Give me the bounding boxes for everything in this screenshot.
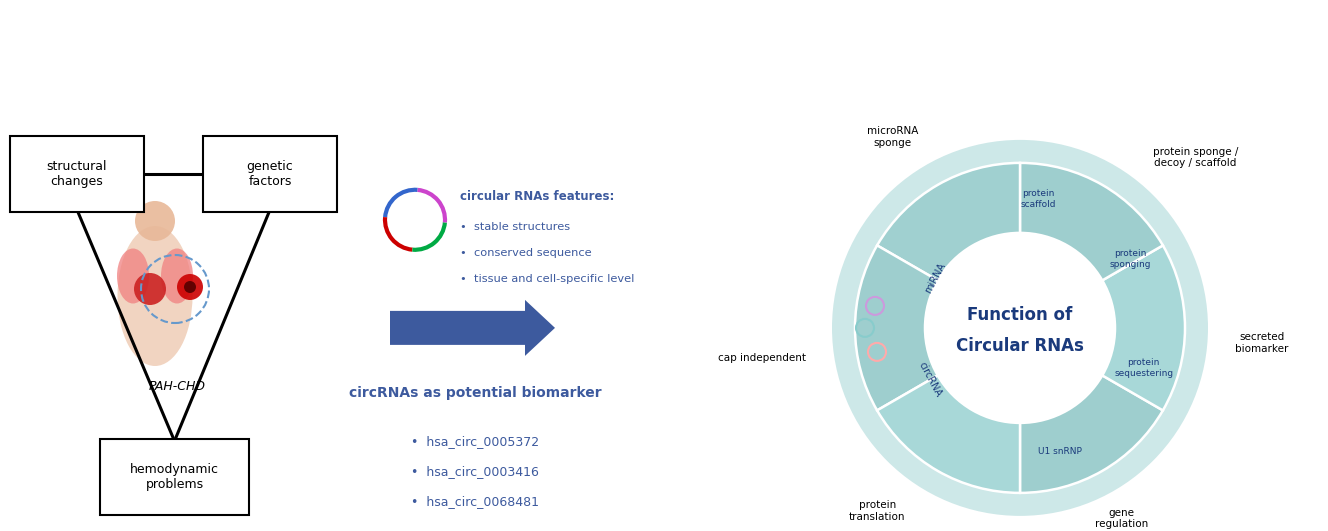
Ellipse shape [117, 249, 149, 304]
Ellipse shape [117, 226, 193, 366]
Text: genetic
factors: genetic factors [247, 160, 293, 188]
Text: •  hsa_circ_0005372: • hsa_circ_0005372 [410, 435, 539, 448]
Text: •  tissue and cell-specific level: • tissue and cell-specific level [459, 274, 635, 284]
Text: protein
sequestering: protein sequestering [1114, 358, 1173, 378]
Text: related to congenital heart disease: related to congenital heart disease [402, 84, 926, 110]
Circle shape [135, 201, 175, 241]
Text: PAH-CHD: PAH-CHD [149, 380, 206, 392]
Text: •  hsa_circ_0068481: • hsa_circ_0068481 [410, 495, 539, 508]
Wedge shape [855, 245, 938, 410]
Text: U1 snRNP: U1 snRNP [1038, 447, 1082, 456]
Text: protein
sponging: protein sponging [1109, 249, 1151, 269]
Wedge shape [876, 375, 1020, 493]
Text: miRNA: miRNA [923, 261, 947, 295]
Text: cap independent: cap independent [718, 353, 806, 363]
Circle shape [833, 140, 1208, 516]
Circle shape [926, 233, 1116, 423]
Text: secreted
biomarker: secreted biomarker [1235, 332, 1289, 354]
Wedge shape [1020, 375, 1163, 493]
Circle shape [185, 281, 197, 293]
Text: microRNA
sponge: microRNA sponge [867, 126, 919, 148]
Wedge shape [1102, 245, 1185, 410]
Circle shape [177, 274, 203, 300]
Text: structural
changes: structural changes [46, 160, 108, 188]
Text: •  stable structures: • stable structures [459, 222, 570, 232]
Text: Potential of circular RNAs as biomarkers in pulmonary arterial hypertension: Potential of circular RNAs as biomarkers… [97, 27, 1231, 53]
Text: protein
scaffold: protein scaffold [1020, 190, 1056, 209]
Text: circular RNAs features:: circular RNAs features: [459, 190, 615, 203]
FancyBboxPatch shape [11, 136, 143, 212]
Text: protein
translation: protein translation [849, 500, 906, 522]
Text: •  hsa_circ_0003416: • hsa_circ_0003416 [412, 465, 539, 478]
Polygon shape [390, 300, 555, 356]
FancyBboxPatch shape [100, 439, 250, 515]
Wedge shape [1020, 163, 1163, 280]
Text: •  conserved sequence: • conserved sequence [459, 248, 592, 258]
Text: hemodynamic
problems: hemodynamic problems [130, 463, 219, 491]
FancyBboxPatch shape [203, 136, 337, 212]
Text: circRNA: circRNA [916, 361, 943, 399]
Ellipse shape [161, 249, 193, 304]
Text: gene
regulation: gene regulation [1094, 508, 1147, 529]
Text: Function of: Function of [967, 306, 1073, 324]
Wedge shape [876, 163, 1020, 280]
Circle shape [134, 273, 166, 305]
Text: protein sponge /
decoy / scaffold: protein sponge / decoy / scaffold [1153, 147, 1238, 168]
Text: Circular RNAs: Circular RNAs [956, 337, 1084, 355]
Text: circRNAs as potential biomarker: circRNAs as potential biomarker [349, 386, 602, 400]
